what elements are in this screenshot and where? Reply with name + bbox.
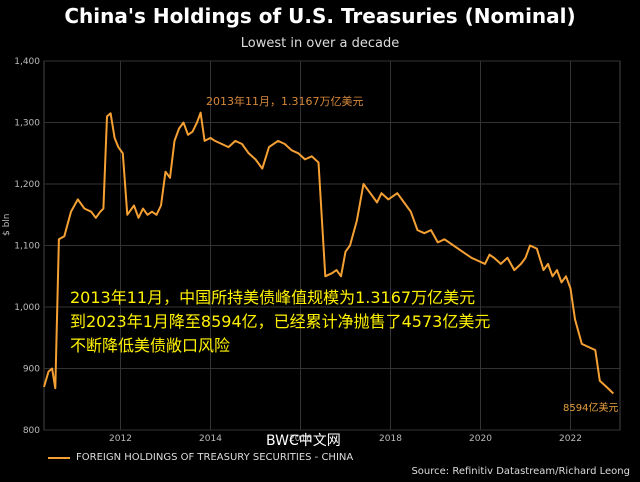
- x-tick-label: 2014: [199, 434, 222, 444]
- end-value-annotation: 8594亿美元: [563, 403, 619, 414]
- y-tick-label: 1,100: [14, 242, 40, 252]
- x-tick-label: 2022: [559, 434, 582, 444]
- y-axis-label: $ bln: [2, 213, 12, 236]
- overlay-annotation: 2013年11月，中国所持美债峰值规模为1.3167万亿美元 到2023年1月降…: [70, 286, 490, 358]
- chart-title: China's Holdings of U.S. Treasuries (Nom…: [64, 4, 576, 28]
- overlay-line-1: 2013年11月，中国所持美债峰值规模为1.3167万亿美元: [70, 288, 476, 307]
- legend-label: FOREIGN HOLDINGS OF TREASURY SECURITIES …: [76, 452, 354, 463]
- overlay-line-3: 不断降低美债敞口风险: [70, 336, 231, 355]
- y-tick-label: 800: [23, 426, 40, 436]
- overlay-line-2: 到2023年1月降至8594亿，已经累计净抛售了4573亿美元: [70, 312, 491, 331]
- peak-annotation: 2013年11月，1.3167万亿美元: [206, 95, 364, 108]
- legend: FOREIGN HOLDINGS OF TREASURY SECURITIES …: [48, 452, 353, 463]
- watermark: BWC中文网: [266, 433, 341, 449]
- source-credit: Source: Refinitiv Datastream/Richard Leo…: [411, 466, 630, 477]
- y-tick-label: 1,300: [14, 119, 40, 129]
- x-tick-label: 2020: [469, 434, 492, 444]
- series-line: [43, 111, 614, 395]
- y-tick-label: 900: [23, 365, 40, 375]
- legend-swatch: [48, 456, 70, 459]
- x-tick-label: 2012: [109, 434, 132, 444]
- y-tick-label: 1,200: [14, 180, 40, 190]
- y-tick-label: 1,400: [14, 57, 40, 67]
- x-tick-label: 2016: [289, 434, 312, 444]
- y-tick-label: 1,000: [14, 303, 40, 313]
- chart-subtitle: Lowest in over a decade: [240, 36, 400, 51]
- x-tick-label: 2018: [379, 434, 402, 444]
